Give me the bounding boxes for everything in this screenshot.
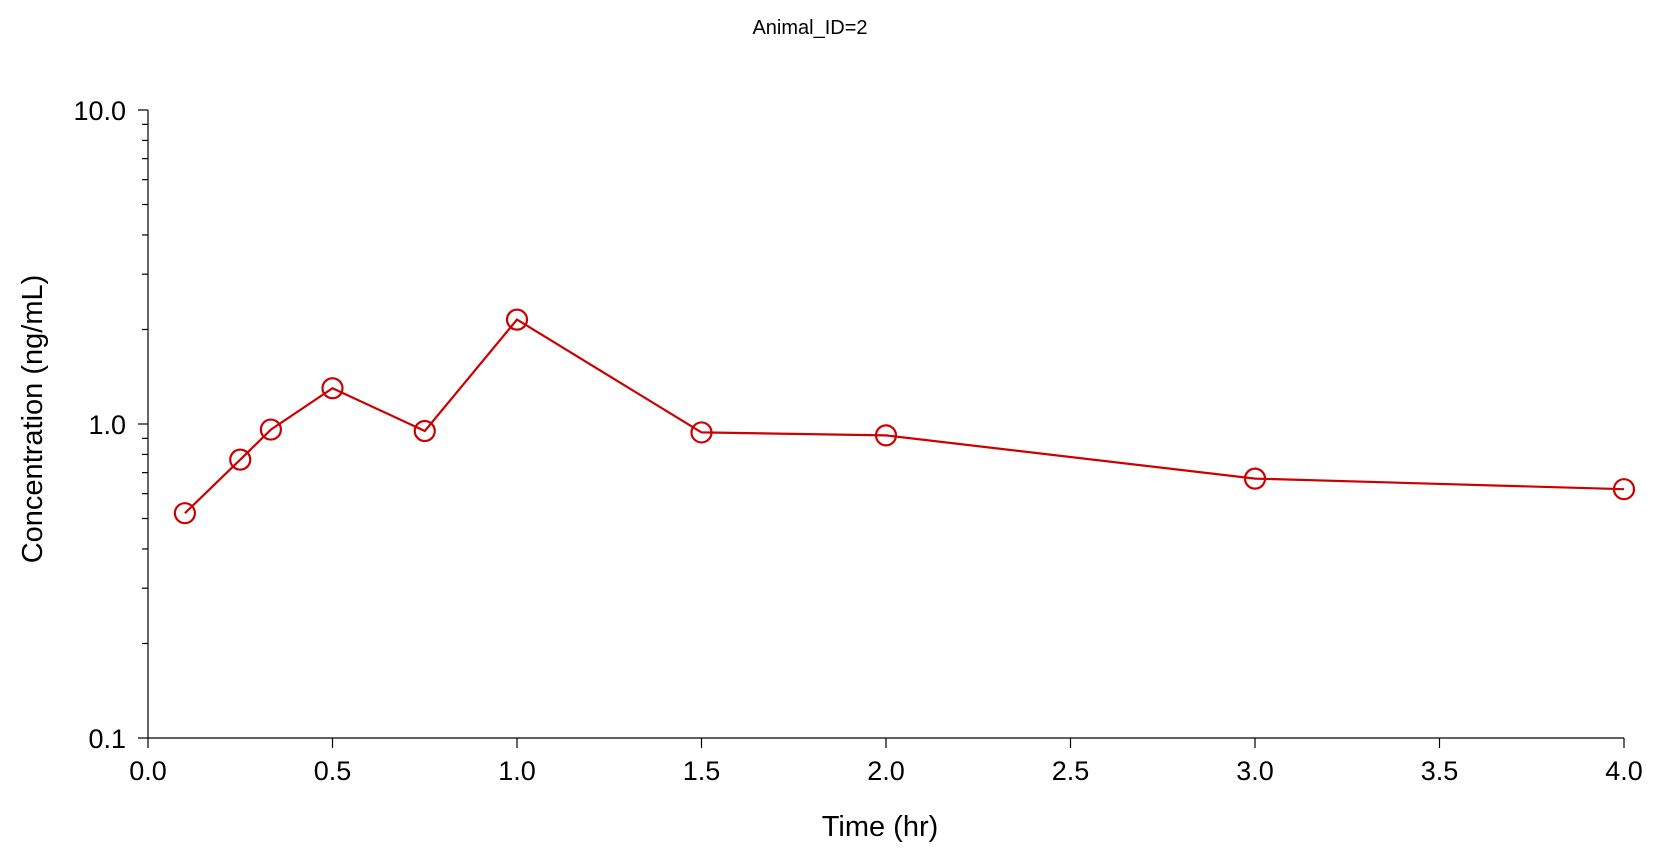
- x-tick-label: 4.0: [1605, 756, 1643, 786]
- x-tick-label: 1.5: [683, 756, 721, 786]
- chart-title: Animal_ID=2: [752, 17, 867, 39]
- data-point: [413, 419, 436, 443]
- x-tick-label: 1.0: [498, 756, 536, 786]
- series-layer: [173, 308, 1636, 525]
- x-tick-label: 2.5: [1052, 756, 1090, 786]
- y-axis-label: Concentration (ng/mL): [17, 275, 49, 564]
- x-tick-label: 0.0: [129, 756, 167, 786]
- data-point: [1612, 478, 1636, 501]
- series-line: [184, 318, 1625, 514]
- data-point: [321, 377, 344, 400]
- y-tick-label: 1.0: [88, 410, 126, 440]
- y-tick-label: 10.0: [73, 96, 126, 126]
- x-tick-label: 3.0: [1236, 756, 1274, 786]
- x-tick-label: 2.0: [867, 756, 905, 786]
- data-point: [259, 418, 282, 441]
- data-point: [1243, 467, 1267, 490]
- axes: 0.0 0.5 1.0 1.5 2.0 2.5 3.0 3.5 4.0 0.1 1.0 10.0: [73, 96, 1642, 786]
- x-tick-label: 3.5: [1421, 756, 1459, 786]
- data-point: [229, 448, 252, 471]
- data-point: [874, 424, 898, 447]
- data-point: [173, 502, 196, 525]
- y-tick-label: 0.1: [88, 724, 126, 754]
- data-point: [505, 308, 529, 331]
- data-point: [690, 421, 713, 444]
- x-axis-label: Time (hr): [822, 811, 939, 843]
- x-tick-label: 0.5: [314, 756, 352, 786]
